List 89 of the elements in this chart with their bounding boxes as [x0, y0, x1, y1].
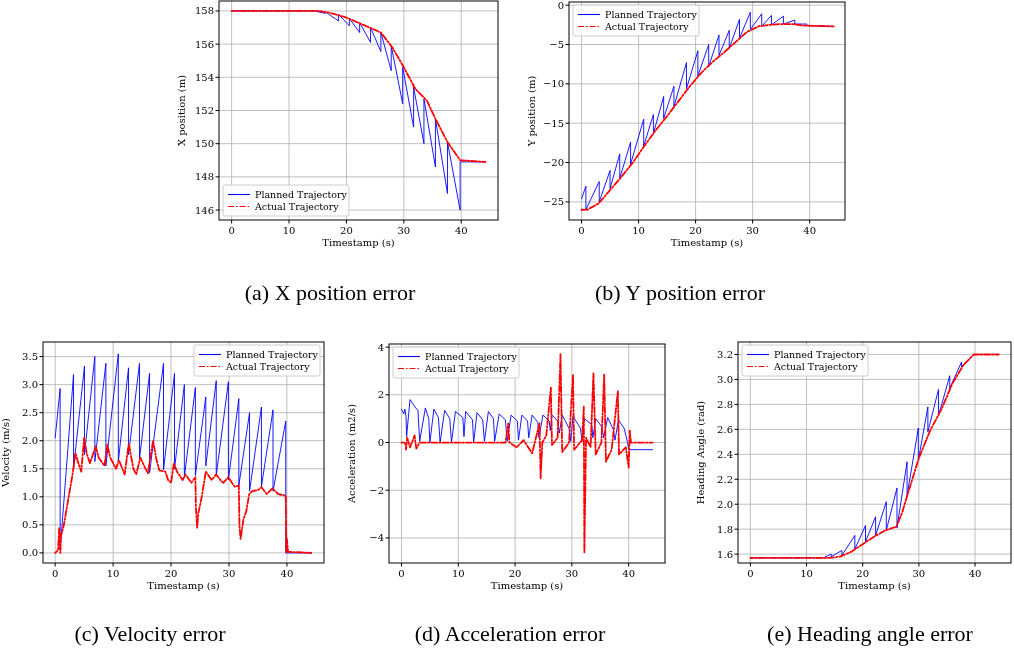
y-tick-label: 2.0 [717, 498, 733, 510]
y-tick-label: −25 [542, 196, 564, 208]
y-axis-title: X position (m) [176, 74, 187, 147]
x-tick-label: 30 [565, 568, 579, 579]
y-tick-label: 2 [377, 389, 384, 401]
y-tick-label: 2.8 [717, 398, 733, 410]
x-tick-label: 40 [280, 568, 294, 579]
x-tick-label: 20 [508, 568, 522, 579]
y-tick-label: 1.0 [22, 491, 38, 503]
y-tick-label: 3.2 [717, 348, 733, 360]
y-tick-label: 3.5 [22, 351, 38, 363]
y-tick-label: 0.0 [22, 547, 38, 559]
x-tick-label: 10 [451, 568, 465, 579]
y-tick-label: 2.5 [22, 407, 38, 419]
text: (b) Y position error [594, 280, 766, 305]
x-tick-label: 10 [800, 568, 813, 579]
legend-label: Actual Trajectory [225, 361, 311, 372]
x-tick-label: 0 [398, 568, 405, 579]
y-tick-label: 4 [377, 341, 384, 353]
x-tick-label: 40 [622, 568, 636, 579]
legend-label: Actual Trajectory [254, 201, 340, 212]
y-tick-label: 0 [557, 0, 564, 11]
y-tick-label: 148 [194, 171, 214, 183]
y-axis-title: Y position (m) [526, 75, 537, 148]
y-tick-label: 152 [194, 105, 214, 116]
y-axis-title: Velocity (m/s) [0, 417, 11, 488]
line-series [400, 353, 654, 554]
x-tick-label: 0 [228, 225, 235, 236]
y-tick-label: −20 [542, 157, 564, 169]
legend-label: Planned Trajectory [774, 349, 867, 360]
legend-label: Actual Trajectory [604, 21, 690, 32]
text: (a) X position error [244, 280, 416, 305]
y-tick-label: 146 [194, 204, 214, 216]
legend-label: Planned Trajectory [255, 189, 348, 200]
x-tick-label: 0 [578, 225, 585, 236]
x-tick-label: 10 [106, 568, 120, 579]
y-tick-label: 1.5 [22, 463, 38, 475]
y-tick-label: 150 [194, 138, 214, 150]
x-tick-label: 10 [282, 225, 296, 236]
y-tick-label: −15 [542, 117, 564, 129]
x-tick-label: 10 [632, 225, 645, 236]
x-tick-label: 20 [689, 225, 702, 236]
y-tick-label: 0 [377, 437, 384, 449]
x-tick-label: 30 [222, 568, 236, 579]
x-tick-label: 20 [856, 568, 870, 579]
y-tick-label: 0.5 [22, 519, 38, 531]
x-tick-label: 30 [746, 225, 759, 236]
legend-label: Planned Trajectory [605, 9, 698, 20]
text: (e) Heading angle error [767, 621, 974, 646]
x-tick-label: 20 [164, 568, 178, 579]
x-tick-label: 30 [397, 225, 411, 236]
y-axis-title: Acceleration (m2/s) [346, 403, 357, 505]
y-tick-label: −10 [542, 78, 564, 90]
y-tick-label: −2 [369, 484, 384, 496]
y-tick-label: 1.6 [717, 548, 733, 560]
y-tick-label: 156 [194, 38, 214, 50]
x-axis-title: Timestamp (s) [322, 237, 395, 248]
line-series [401, 399, 653, 451]
x-tick-label: 30 [912, 568, 926, 579]
y-tick-label: 2.0 [22, 435, 38, 447]
x-axis-title: Timestamp (s) [490, 580, 564, 591]
x-tick-label: 40 [803, 225, 817, 236]
y-tick-label: 154 [194, 71, 214, 83]
x-tick-label: 0 [747, 568, 754, 579]
y-tick-label: 158 [194, 5, 214, 17]
y-tick-label: 1.8 [717, 523, 733, 535]
line-series [230, 10, 487, 163]
legend-label: Planned Trajectory [425, 351, 518, 362]
x-axis-title: Timestamp (s) [838, 580, 911, 591]
text: (d) Acceleration error [414, 621, 606, 646]
x-tick-label: 40 [454, 225, 468, 236]
y-tick-label: 3.0 [22, 379, 38, 391]
x-tick-label: 40 [968, 568, 982, 579]
y-tick-label: 2.4 [717, 448, 733, 460]
legend-label: Planned Trajectory [226, 349, 319, 360]
legend-label: Actual Trajectory [773, 361, 859, 372]
x-axis-title: Timestamp (s) [147, 580, 220, 591]
y-tick-label: −5 [549, 39, 564, 50]
text: (c) Velocity error [74, 621, 227, 646]
x-axis-title: Timestamp (s) [670, 237, 744, 248]
y-tick-label: −4 [369, 532, 384, 544]
y-tick-label: 2.2 [717, 473, 733, 485]
x-tick-label: 20 [340, 225, 353, 236]
y-tick-label: 2.6 [717, 423, 733, 435]
y-tick-label: 3.0 [717, 373, 733, 385]
y-axis-title: Heading Angle (rad) [695, 400, 706, 505]
x-tick-label: 0 [51, 568, 59, 579]
line-series [54, 437, 313, 554]
legend-label: Actual Trajectory [424, 363, 510, 374]
